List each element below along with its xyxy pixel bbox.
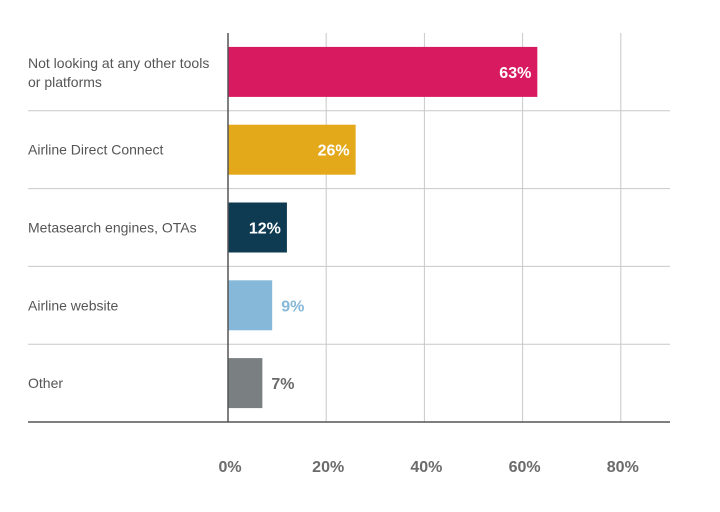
bar-0 — [228, 46, 538, 97]
x-tick-label-4: 80% — [607, 459, 639, 476]
data-label-1: 26% — [318, 143, 350, 160]
x-tick-label-0: 0% — [218, 459, 241, 476]
data-label-0: 63% — [499, 65, 531, 82]
x-tick-label-3: 60% — [509, 459, 541, 476]
x-tick-label-1: 20% — [312, 459, 344, 476]
data-label-4: 7% — [271, 376, 294, 393]
bar-1 — [228, 124, 356, 175]
category-label-4: Other — [28, 375, 63, 391]
category-label-1: Airline Direct Connect — [28, 142, 163, 158]
x-tick-label-2: 40% — [410, 459, 442, 476]
category-label-3: Airline website — [28, 297, 118, 313]
bar-3 — [228, 280, 273, 331]
bar-2 — [228, 202, 287, 253]
category-label-2: Metasearch engines, OTAs — [28, 220, 197, 236]
data-label-2: 12% — [249, 221, 281, 238]
bar-4 — [228, 358, 263, 409]
category-label-0: Not looking at any other tools or platfor… — [28, 55, 209, 90]
data-label-3: 9% — [281, 298, 304, 315]
